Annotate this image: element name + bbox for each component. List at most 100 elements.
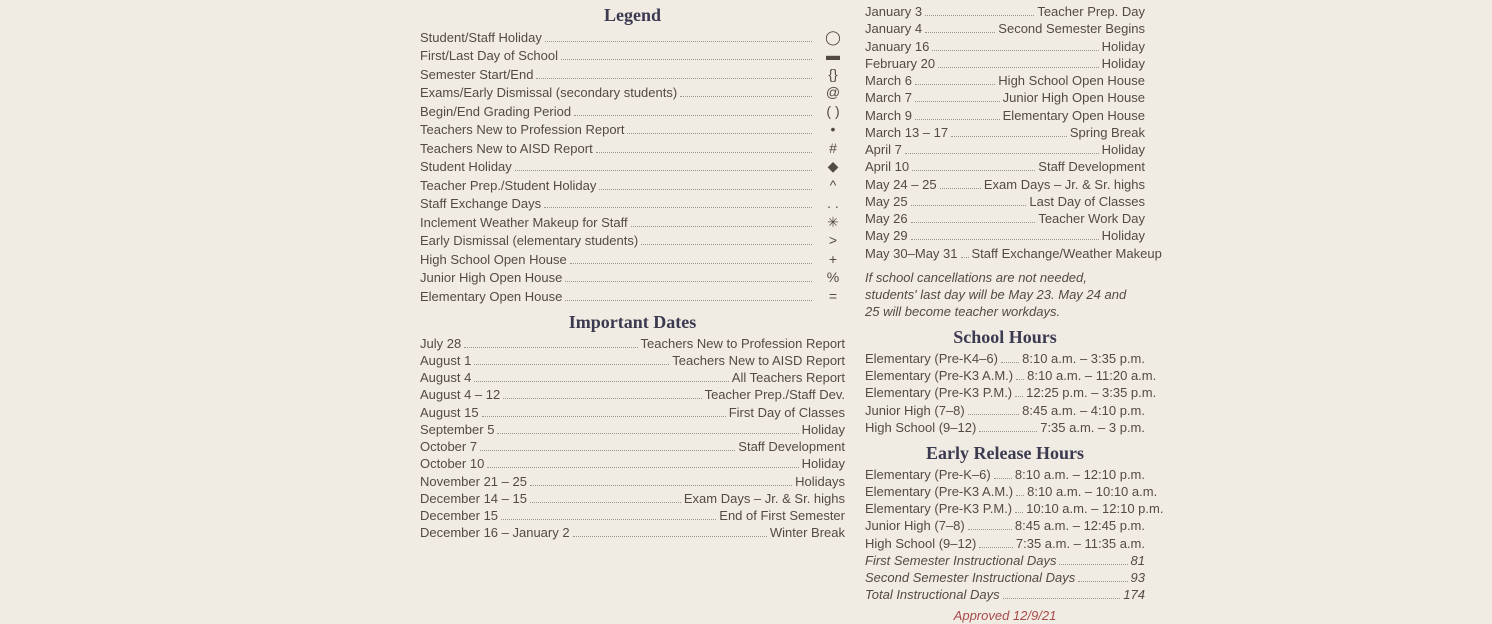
legend-row: Inclement Weather Makeup for Staff✳ <box>420 214 845 232</box>
list-row: First Semester Instructional Days81 <box>865 553 1145 569</box>
row-value: 8:45 a.m. – 12:45 p.m. <box>1015 518 1145 534</box>
important-dates-list-1: July 28 Teachers New to Profession Report… <box>420 336 845 542</box>
legend-row: Teachers New to Profession Report• <box>420 121 845 139</box>
legend-label: Semester Start/End <box>420 67 533 83</box>
leader-dots <box>938 67 1099 68</box>
legend-symbol: ◆ <box>821 158 845 176</box>
leader-dots <box>1015 396 1023 397</box>
legend-row: Begin/End Grading Period ( ) <box>420 103 845 121</box>
row-value: Exam Days – Jr. & Sr. highs <box>984 177 1145 193</box>
row-value: Teachers New to AISD Report <box>672 353 845 369</box>
row-label: January 4 <box>865 21 922 37</box>
row-value: Winter Break <box>770 525 845 541</box>
legend-label: Student Holiday <box>420 159 512 175</box>
important-dates-heading: Important Dates <box>420 311 845 334</box>
row-label: March 9 <box>865 108 912 124</box>
list-row: May 30–May 31Staff Exchange/Weather Make… <box>865 246 1145 262</box>
row-label: July 28 <box>420 336 461 352</box>
row-label: Second Semester Instructional Days <box>865 570 1075 586</box>
leader-dots <box>915 84 995 85</box>
list-row: August 4All Teachers Report <box>420 370 845 386</box>
leader-dots <box>940 188 981 189</box>
row-value: 8:10 a.m. – 12:10 p.m. <box>1015 467 1145 483</box>
row-value: Elementary Open House <box>1003 108 1145 124</box>
list-row: February 20Holiday <box>865 56 1145 72</box>
legend-label: First/Last Day of School <box>420 48 558 64</box>
legend-row: Student Holiday ◆ <box>420 158 845 176</box>
leader-dots <box>545 41 812 42</box>
leader-dots <box>925 15 1034 16</box>
legend-symbol: ◯ <box>821 29 845 47</box>
right-column: January 3Teacher Prep. DayJanuary 4Secon… <box>865 4 1165 624</box>
row-value: Holiday <box>1102 56 1145 72</box>
leader-dots <box>482 416 726 417</box>
list-row: August 15First Day of Classes <box>420 405 845 421</box>
legend-symbol: @ <box>821 84 845 102</box>
legend-label: Elementary Open House <box>420 289 562 305</box>
list-row: High School (9–12)7:35 a.m. – 11:35 a.m. <box>865 536 1145 552</box>
row-value: Teachers New to Profession Report <box>641 336 845 352</box>
row-value: End of First Semester <box>719 508 845 524</box>
row-label: High School (9–12) <box>865 536 976 552</box>
leader-dots <box>994 478 1012 479</box>
row-label: April 10 <box>865 159 909 175</box>
legend-row: Early Dismissal (elementary students)> <box>420 232 845 250</box>
row-label: March 7 <box>865 90 912 106</box>
leader-dots <box>979 431 1037 432</box>
row-label: May 26 <box>865 211 908 227</box>
row-value: Holiday <box>1102 39 1145 55</box>
row-value: High School Open House <box>998 73 1145 89</box>
leader-dots <box>968 414 1019 415</box>
legend-list: Student/Staff Holiday◯First/Last Day of … <box>420 29 845 306</box>
leader-dots <box>497 433 798 434</box>
legend-symbol: ( ) <box>821 103 845 121</box>
leader-dots <box>1078 581 1127 582</box>
leader-dots <box>596 152 812 153</box>
legend-symbol: ▬ <box>821 47 845 65</box>
row-label: August 15 <box>420 405 479 421</box>
row-label: May 25 <box>865 194 908 210</box>
list-row: Elementary (Pre-K4–6)8:10 a.m. – 3:35 p.… <box>865 351 1145 367</box>
row-value: Holidays <box>795 474 845 490</box>
leader-dots <box>1015 512 1023 513</box>
row-value: 8:10 a.m. – 10:10 a.m. <box>1027 484 1157 500</box>
row-value: Holiday <box>802 456 845 472</box>
row-value: 8:45 a.m. – 4:10 p.m. <box>1022 403 1145 419</box>
list-row: December 16 – January 2Winter Break <box>420 525 845 541</box>
list-row: Elementary (Pre-K3 A.M.)8:10 a.m. – 10:1… <box>865 484 1145 500</box>
legend-label: Exams/Early Dismissal (secondary student… <box>420 85 677 101</box>
list-row: January 16 Holiday <box>865 39 1145 55</box>
leader-dots <box>911 222 1036 223</box>
list-row: May 26 Teacher Work Day <box>865 211 1145 227</box>
list-row: High School (9–12)7:35 a.m. – 3 p.m. <box>865 420 1145 436</box>
row-label: January 3 <box>865 4 922 20</box>
legend-label: Teachers New to Profession Report <box>420 122 624 138</box>
list-row: September 5Holiday <box>420 422 845 438</box>
list-row: August 4 – 12Teacher Prep./Staff Dev. <box>420 387 845 403</box>
legend-symbol: = <box>821 288 845 306</box>
list-row: March 7Junior High Open House <box>865 90 1145 106</box>
row-value: All Teachers Report <box>732 370 845 386</box>
legend-label: Begin/End Grading Period <box>420 104 571 120</box>
row-label: August 1 <box>420 353 471 369</box>
approved-date: Approved 12/9/21 <box>865 608 1145 624</box>
leader-dots <box>912 170 1035 171</box>
legend-row: First/Last Day of School ▬ <box>420 47 845 65</box>
left-column: Legend Student/Staff Holiday◯First/Last … <box>400 4 865 624</box>
list-row: Elementary (Pre-K3 P.M.)12:25 p.m. – 3:3… <box>865 385 1145 401</box>
legend-row: Staff Exchange Days. . <box>420 195 845 213</box>
list-row: March 13 – 17Spring Break <box>865 125 1145 141</box>
legend-row: Semester Start/End{} <box>420 66 845 84</box>
list-row: October 7Staff Development <box>420 439 845 455</box>
row-value: 93 <box>1131 570 1145 586</box>
row-label: January 16 <box>865 39 929 55</box>
legend-symbol: . . <box>821 195 845 213</box>
row-label: Elementary (Pre-K3 P.M.) <box>865 385 1012 401</box>
leader-dots <box>515 170 812 171</box>
row-value: 81 <box>1131 553 1145 569</box>
list-row: Elementary (Pre-K3 P.M.)10:10 a.m. – 12:… <box>865 501 1145 517</box>
row-value: Holiday <box>1102 228 1145 244</box>
row-value: Teacher Work Day <box>1038 211 1145 227</box>
legend-symbol: % <box>821 269 845 287</box>
leader-dots <box>915 101 1000 102</box>
